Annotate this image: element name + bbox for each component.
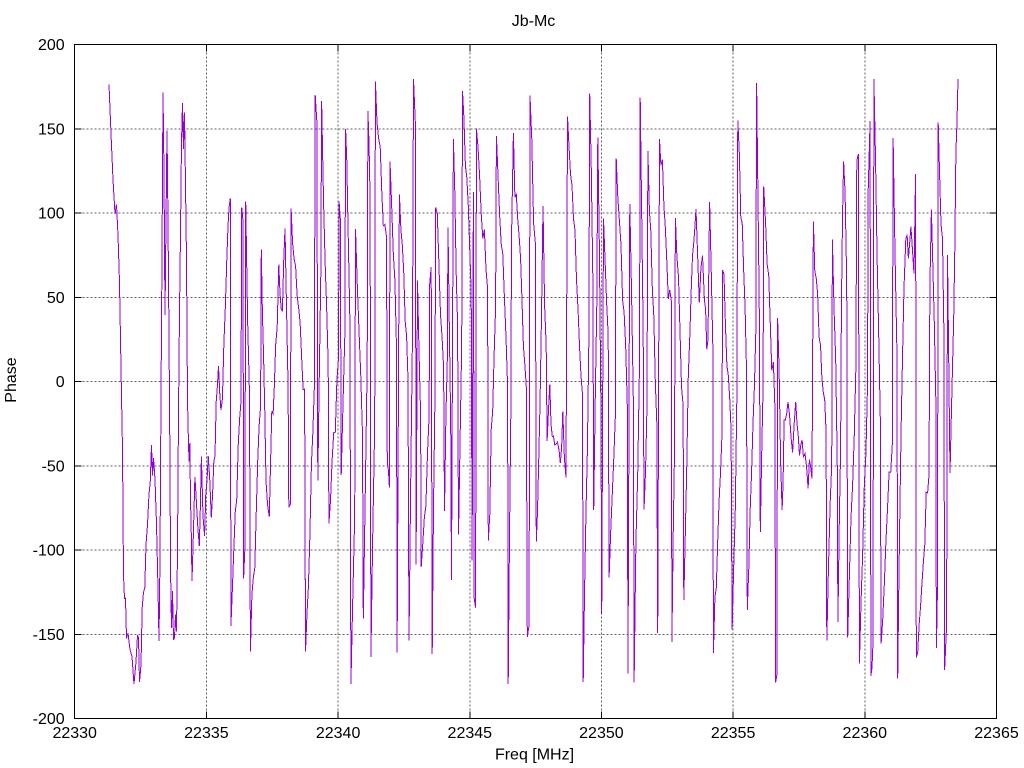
svg-text:22345: 22345 <box>448 725 493 742</box>
svg-text:200: 200 <box>38 37 65 54</box>
svg-text:22355: 22355 <box>711 725 756 742</box>
svg-text:22330: 22330 <box>52 725 97 742</box>
svg-text:22350: 22350 <box>579 725 624 742</box>
svg-text:150: 150 <box>38 121 65 138</box>
svg-text:Jb-Mc: Jb-Mc <box>512 13 556 30</box>
svg-text:100: 100 <box>38 206 65 223</box>
svg-text:-200: -200 <box>33 711 65 728</box>
svg-text:Phase: Phase <box>3 357 20 402</box>
svg-text:Freq [MHz]: Freq [MHz] <box>495 747 574 764</box>
svg-text:22340: 22340 <box>316 725 361 742</box>
svg-text:22365: 22365 <box>974 725 1019 742</box>
svg-text:22335: 22335 <box>184 725 229 742</box>
svg-text:22360: 22360 <box>843 725 888 742</box>
svg-text:0: 0 <box>56 374 65 391</box>
svg-text:50: 50 <box>47 290 65 307</box>
svg-text:-150: -150 <box>33 627 65 644</box>
svg-text:-100: -100 <box>33 543 65 560</box>
svg-text:-50: -50 <box>42 458 65 475</box>
